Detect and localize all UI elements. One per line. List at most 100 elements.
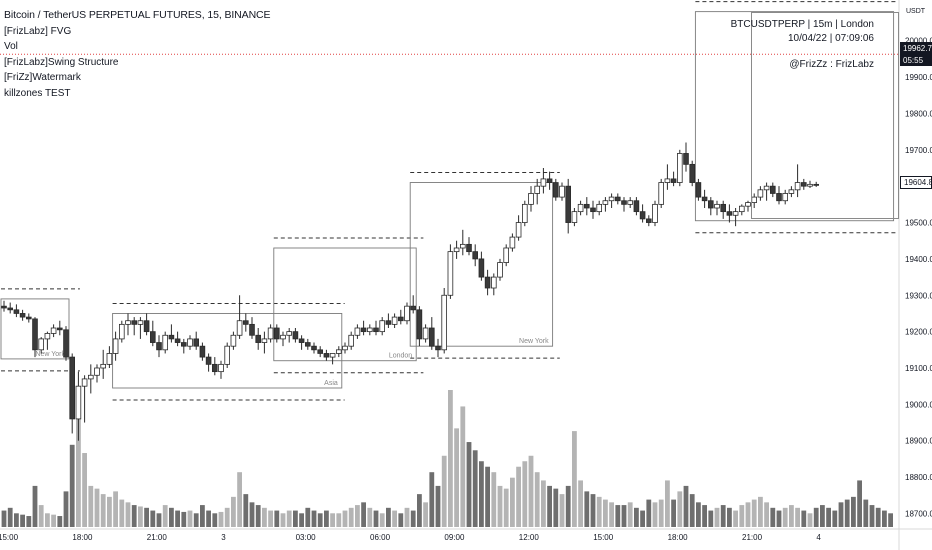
volume-bar: [7, 507, 13, 527]
volume-bar: [863, 499, 869, 527]
volume-bar: [516, 466, 521, 527]
y-tick-label: 19400.0: [905, 255, 932, 264]
volume-bar: [156, 513, 162, 527]
countdown-tag: 05:55: [900, 55, 932, 66]
volume-bar: [200, 505, 205, 527]
y-tick-label: 18700.0: [905, 509, 932, 518]
volume-bar: [138, 506, 143, 527]
candle-body: [255, 334, 262, 343]
session-box: [694, 11, 895, 222]
volume-bar: [578, 480, 583, 527]
candle-body: [32, 318, 38, 351]
candle-body: [63, 329, 69, 358]
indicator-label-swing[interactable]: [FrizLabz]Swing Structure: [4, 56, 119, 68]
indicator-label-fvg[interactable]: [FrizLabz] FVG: [4, 25, 72, 37]
candle-body: [584, 203, 590, 209]
volume-bar: [435, 485, 441, 527]
candle-body: [540, 178, 547, 187]
candle-body: [658, 182, 664, 205]
volume-bar: [417, 494, 422, 527]
volume-bar: [305, 507, 311, 527]
candle-body: [230, 334, 237, 347]
y-tick-label: 19500.0: [905, 219, 932, 228]
session-box: [409, 182, 554, 347]
volume-bar: [423, 502, 428, 527]
candle-body: [88, 374, 94, 380]
volume-bar: [88, 485, 94, 527]
x-tick-label: 15:00: [593, 533, 614, 542]
x-tick-label: 4: [816, 533, 821, 542]
volume-bar: [373, 510, 379, 527]
candle-body: [559, 185, 565, 198]
candle-body: [180, 342, 187, 347]
candle-body: [528, 193, 534, 205]
x-tick-label: 18:00: [72, 533, 93, 542]
volume-bar: [479, 461, 484, 527]
candle-body: [323, 353, 330, 358]
candle-body: [453, 247, 460, 253]
candle-body: [683, 153, 689, 165]
candle-body: [590, 207, 596, 213]
volume-bar: [826, 507, 831, 527]
candle-body: [69, 356, 76, 420]
candle-body: [193, 338, 200, 347]
candle-body: [670, 178, 677, 183]
candle-body: [720, 203, 726, 213]
y-tick-label: 19800.0: [905, 109, 932, 118]
candle-body: [162, 334, 169, 351]
volume-bar: [782, 507, 788, 527]
volume-bar: [268, 510, 273, 527]
candle-body: [732, 211, 739, 216]
volume-bar: [76, 392, 81, 527]
candle-body: [218, 363, 224, 373]
candle-body: [1, 305, 7, 309]
volume-bar: [466, 442, 472, 527]
volume-bar: [336, 513, 342, 527]
volume-bar: [547, 485, 552, 527]
candle-body: [522, 203, 528, 223]
volume-bar: [671, 499, 676, 527]
candle-body: [701, 196, 708, 202]
candle-body: [677, 153, 683, 183]
indicator-label-killzones[interactable]: killzones TEST: [4, 87, 71, 99]
y-tick-label: 18800.0: [905, 473, 932, 482]
volume-bar: [255, 505, 261, 527]
candle-body: [714, 203, 720, 209]
volume-bar: [838, 502, 844, 527]
volume-bar: [125, 502, 131, 527]
indicator-label-vol[interactable]: Vol: [4, 41, 18, 52]
volume-bar: [764, 502, 769, 527]
candle-body: [385, 320, 392, 325]
volume-bar: [882, 510, 887, 527]
volume-bar: [249, 502, 255, 527]
candle-body: [7, 307, 13, 311]
candle-body: [106, 353, 113, 365]
candle-body: [174, 338, 181, 343]
candle-body: [50, 327, 57, 334]
volume-bar: [857, 480, 862, 527]
x-tick-label: 03:00: [296, 533, 317, 542]
candle-body: [757, 189, 764, 198]
candle-body: [807, 183, 813, 187]
watermark-line-1: BTCUSDTPERP | 15m | London: [730, 19, 874, 30]
volume-bar: [652, 502, 658, 527]
symbol-title[interactable]: Bitcoin / TetherUS PERPETUAL FUTURES, 15…: [4, 9, 271, 21]
candle-body: [577, 203, 584, 213]
candle-body: [391, 316, 398, 325]
volume-bar: [262, 507, 267, 527]
candle-body: [596, 203, 602, 213]
volume-bar: [584, 491, 590, 527]
volume-bar: [311, 510, 317, 527]
volume-bar: [193, 513, 199, 527]
candle-body: [708, 200, 714, 209]
candle-body: [546, 178, 553, 183]
volume-bar: [57, 516, 63, 527]
candle-body: [19, 313, 26, 318]
volume-bar: [615, 505, 621, 527]
volume-bar: [603, 499, 608, 527]
indicator-label-watermark[interactable]: [FriZz]Watermark: [4, 72, 81, 83]
volume-bar: [398, 513, 404, 527]
candle-body: [664, 178, 671, 183]
